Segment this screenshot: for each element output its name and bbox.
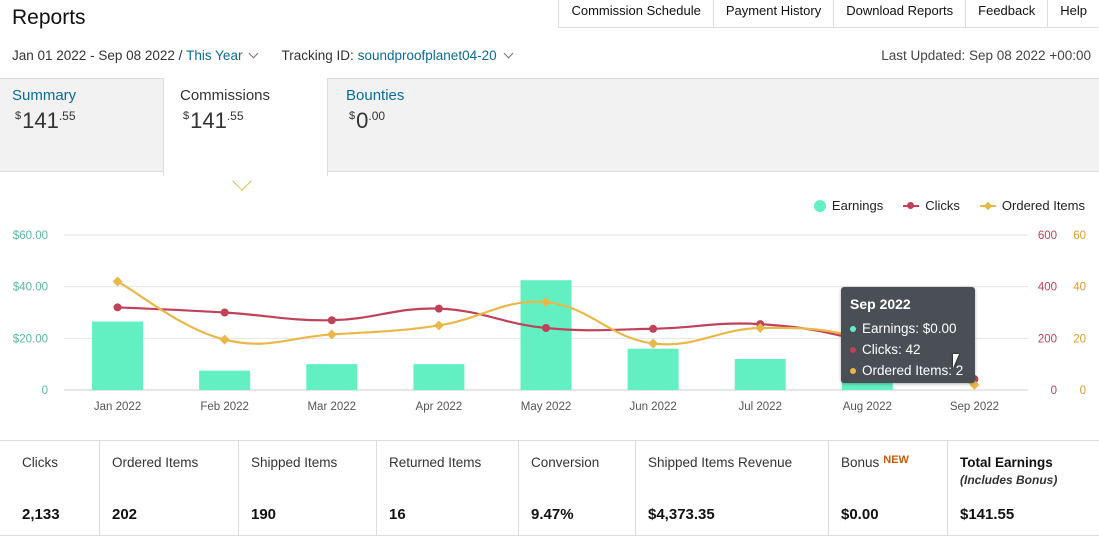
earnings-bar <box>734 359 786 390</box>
nav-download-reports[interactable]: Download Reports <box>833 0 965 28</box>
tooltip-clicks: Clicks: 42 <box>850 339 966 360</box>
y-tick-clicks: 600 <box>1038 230 1057 242</box>
chart-legend: Earnings Clicks Ordered Items <box>794 198 1085 213</box>
ordered-swatch-icon <box>979 201 996 211</box>
new-badge: NEW <box>883 454 909 466</box>
ordered-point <box>112 276 123 287</box>
metric-ordered-items: Ordered Items 202 <box>99 441 238 536</box>
tooltip-ordered: Ordered Items: 2 <box>850 360 966 381</box>
clicks-point <box>649 324 658 333</box>
ordered-point <box>433 320 444 331</box>
x-tick-label: Jan 2022 <box>94 401 141 413</box>
legend-earnings[interactable]: Earnings <box>813 198 883 213</box>
tab-commissions[interactable]: Commissions $141.55 <box>163 78 328 176</box>
x-tick-label: Sep 2022 <box>950 401 999 413</box>
earnings-bar <box>520 280 572 390</box>
legend-ordered-items[interactable]: Ordered Items <box>979 198 1085 213</box>
top-nav: Commission Schedule Payment History Down… <box>558 0 1099 28</box>
period-selector[interactable]: This Year <box>186 48 243 63</box>
tooltip-title: Sep 2022 <box>850 296 911 312</box>
mouse-cursor-icon <box>953 354 965 368</box>
earnings-bar <box>627 348 679 390</box>
ordered-point <box>219 334 230 345</box>
tab-bounties-label: Bounties <box>346 87 405 104</box>
clicks-point <box>113 303 122 312</box>
clicks-point <box>220 308 229 317</box>
earnings-bar <box>306 364 358 390</box>
y-tick-ordered: 0 <box>1080 385 1086 397</box>
y-tick-left: $20.00 <box>13 333 48 345</box>
x-tick-label: May 2022 <box>521 401 572 413</box>
chevron-down-icon[interactable] <box>503 48 514 59</box>
tab-bounties-amount: $0.00 <box>349 108 386 133</box>
earnings-swatch-icon <box>813 199 826 212</box>
tooltip-earnings: Earnings: $0.00 <box>850 318 966 339</box>
metric-conversion: Conversion 9.47% <box>518 441 635 536</box>
metric-bonus: Bonus NEW $0.00 <box>828 441 947 536</box>
ordered-point <box>541 297 551 308</box>
nav-help[interactable]: Help <box>1047 0 1099 28</box>
clicks-point <box>434 304 443 313</box>
x-tick-label: Jul 2022 <box>738 401 781 413</box>
date-range: Jan 01 2022 - Sep 08 2022 / <box>12 48 183 63</box>
y-tick-clicks: 400 <box>1038 282 1057 294</box>
clicks-point <box>327 316 336 325</box>
x-tick-label: Jun 2022 <box>629 401 676 413</box>
filter-bar: Jan 01 2022 - Sep 08 2022 / This Year Tr… <box>12 48 514 63</box>
tracking-label: Tracking ID: <box>281 48 354 63</box>
x-tick-label: Aug 2022 <box>843 401 892 413</box>
nav-feedback[interactable]: Feedback <box>965 0 1047 28</box>
x-tick-label: Feb 2022 <box>200 401 249 413</box>
chevron-down-icon[interactable] <box>249 48 259 59</box>
y-tick-left: $60.00 <box>13 230 48 242</box>
metric-shipped-items: Shipped Items 190 <box>238 441 376 536</box>
y-tick-clicks: 0 <box>1051 385 1057 397</box>
y-tick-clicks: 200 <box>1038 333 1057 345</box>
legend-clicks[interactable]: Clicks <box>903 198 960 213</box>
metrics-row: Clicks 2,133 Ordered Items 202 Shipped Ite… <box>0 440 1099 536</box>
x-tick-label: Mar 2022 <box>307 401 356 413</box>
tab-commissions-label: Commissions <box>180 87 271 104</box>
metric-total-earnings: Total Earnings (Includes Bonus) $141.55 <box>947 441 1099 536</box>
tab-summary[interactable]: Summary $141.55 <box>0 78 163 174</box>
metric-clicks: Clicks 2,133 <box>22 455 60 523</box>
earnings-bar <box>413 364 465 390</box>
earnings-bar <box>199 370 251 390</box>
last-updated: Last Updated: Sep 08 2022 +00:00 <box>881 48 1091 63</box>
y-tick-ordered: 40 <box>1073 282 1086 294</box>
y-tick-left: 0 <box>42 385 48 397</box>
chart-tooltip: Sep 2022 Earnings: $0.00 Clicks: 42 Orde… <box>841 287 975 383</box>
clicks-swatch-icon <box>903 201 920 211</box>
metric-shipped-revenue: Shipped Items Revenue $4,373.35 <box>635 441 828 536</box>
ordered-point <box>648 338 659 349</box>
clicks-point <box>542 324 550 332</box>
y-tick-left: $40.00 <box>13 282 48 294</box>
metric-returned-items: Returned Items 16 <box>376 441 518 536</box>
ordered-point <box>755 323 766 333</box>
nav-payment-history[interactable]: Payment History <box>712 0 833 28</box>
y-tick-ordered: 20 <box>1073 333 1086 345</box>
tab-bounties[interactable]: Bounties $0.00 <box>334 78 494 174</box>
earnings-bar <box>92 321 144 390</box>
tab-summary-label: Summary <box>12 87 77 104</box>
page-title: Reports <box>12 6 86 29</box>
tracking-selector[interactable]: Tracking ID: soundproofplanet04-20 <box>281 48 514 63</box>
earnings-chart: $60.00$40.00$20.00060040020006040200Jan … <box>13 230 1086 413</box>
tab-summary-amount: $141.55 <box>15 108 76 133</box>
tracking-id[interactable]: soundproofplanet04-20 <box>357 48 497 63</box>
nav-commission-schedule[interactable]: Commission Schedule <box>558 0 712 28</box>
y-tick-ordered: 60 <box>1073 230 1086 242</box>
x-tick-label: Apr 2022 <box>416 401 463 413</box>
tab-commissions-amount: $141.55 <box>183 108 244 133</box>
